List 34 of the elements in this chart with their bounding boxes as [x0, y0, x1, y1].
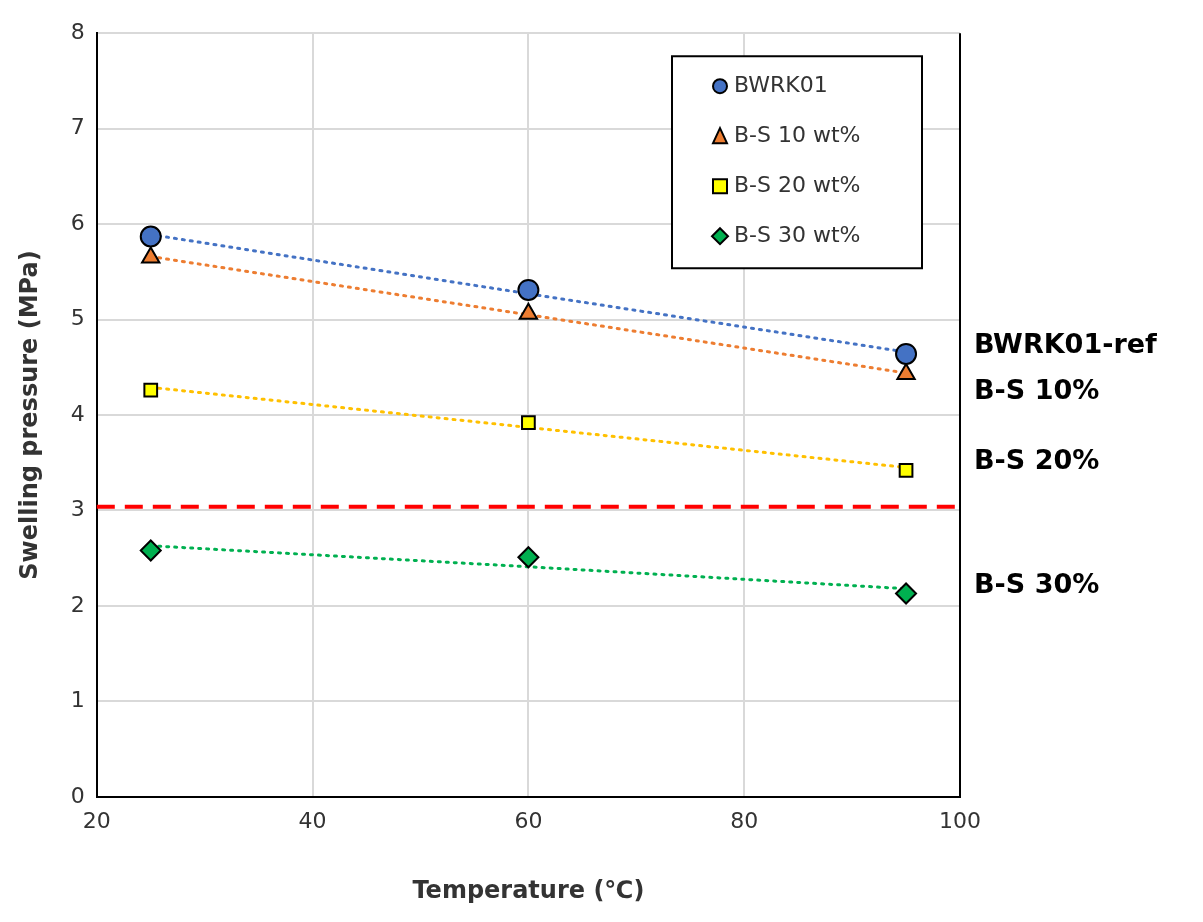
y-tick-label: 4	[70, 400, 85, 426]
point	[139, 225, 162, 248]
point	[521, 415, 536, 430]
x-tick-label: 100	[939, 807, 981, 833]
legend-label: B-S 10 wt%	[734, 121, 861, 147]
x-tick-label: 40	[298, 807, 327, 833]
text: B-S 30%	[974, 567, 1100, 599]
point	[898, 463, 914, 478]
x-tick-label: 20	[82, 807, 111, 833]
y-tick-label: 3	[70, 496, 85, 522]
y-tick-label: 8	[70, 18, 85, 44]
x-tick-label: 80	[730, 807, 759, 833]
text: B-S 20%	[974, 444, 1100, 476]
text: BWRK01-ref	[974, 327, 1157, 359]
point	[143, 382, 159, 398]
y-tick-label: 0	[70, 782, 85, 808]
legend-label: BWRK01	[734, 71, 828, 97]
point	[141, 246, 161, 264]
x-axis-title: Temperature (℃)	[412, 875, 645, 904]
point	[139, 539, 162, 562]
y-axis-title: Swelling pressure (MPa)	[14, 250, 43, 580]
point	[517, 546, 540, 569]
text: B-S 10%	[974, 373, 1100, 405]
y-tick-label: 2	[70, 591, 85, 617]
y-tick-label: 7	[70, 114, 85, 140]
point	[895, 582, 918, 605]
point	[895, 342, 918, 365]
point	[517, 278, 540, 301]
x-tick-label: 60	[514, 807, 543, 833]
legend-label: B-S 20 wt%	[734, 171, 861, 197]
y-tick-label: 5	[70, 305, 85, 331]
y-tick-label: 6	[70, 209, 85, 235]
legend-label: B-S 30 wt%	[734, 221, 861, 247]
y-tick-label: 1	[70, 687, 85, 713]
